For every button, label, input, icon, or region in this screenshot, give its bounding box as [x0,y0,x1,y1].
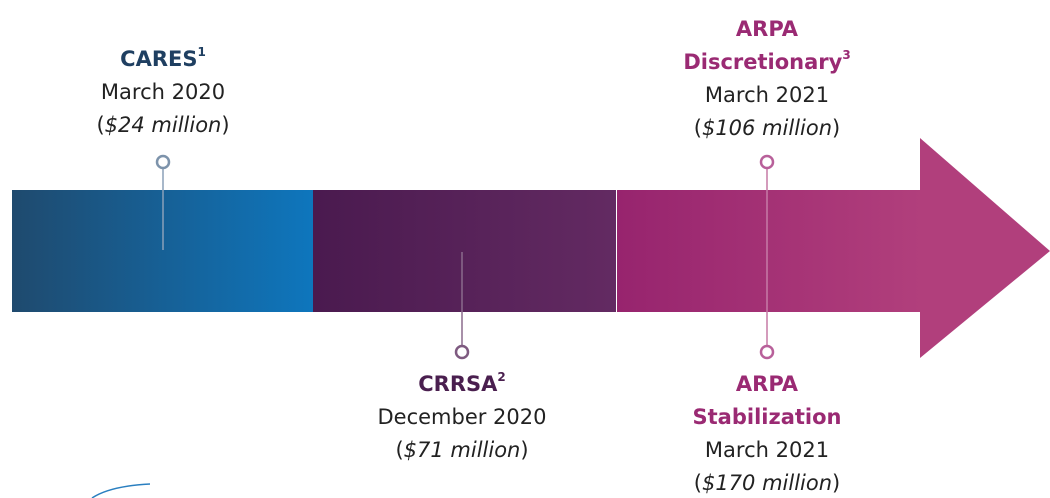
amount-part: ) [832,471,840,495]
event-name: Discretionary3 [683,48,850,75]
event-amount: ($170 million) [694,471,840,495]
pin [155,154,171,170]
footnote-mark: 1 [197,45,205,59]
event-name: CRRSA2 [418,370,506,397]
amount-part: ( [694,116,702,140]
amount-part: ) [221,113,229,137]
event-name: Stabilization [693,405,842,429]
amount-part: ) [832,116,840,140]
amount-part: ( [96,113,104,137]
amount-part: ) [520,438,528,462]
event-date: March 2021 [705,83,829,107]
event-date: March 2020 [101,80,225,104]
event-amount: ($71 million) [395,438,528,462]
event-date: March 2021 [705,438,829,462]
pin [759,154,775,170]
event-name-text: Stabilization [693,405,842,429]
amount-part: $71 million [404,438,521,462]
event-name-text: ARPA [736,17,799,41]
event-name-text: CARES [120,47,197,71]
arrow-head [920,138,1050,358]
event-amount: ($106 million) [694,116,840,140]
decoration [91,483,151,498]
pin [759,344,775,360]
event-name: ARPA [736,372,799,396]
amount-part: $24 million [105,113,222,137]
event-name-text: Discretionary [683,50,842,74]
amount-part: ( [694,471,702,495]
event-name: ARPA [736,17,799,41]
pin [454,344,470,360]
event-name-text: ARPA [736,372,799,396]
footnote-mark: 3 [842,48,850,62]
amount-part: ( [395,438,403,462]
amount-part: $106 million [702,116,832,140]
event-name-text: CRRSA [418,372,498,396]
band-segment [313,190,616,312]
amount-part: $170 million [702,471,832,495]
event-amount: ($24 million) [96,113,229,137]
footnote-mark: 2 [497,370,505,384]
event-name: CARES1 [120,45,206,72]
event-date: December 2020 [377,405,546,429]
band-segment [617,190,921,312]
